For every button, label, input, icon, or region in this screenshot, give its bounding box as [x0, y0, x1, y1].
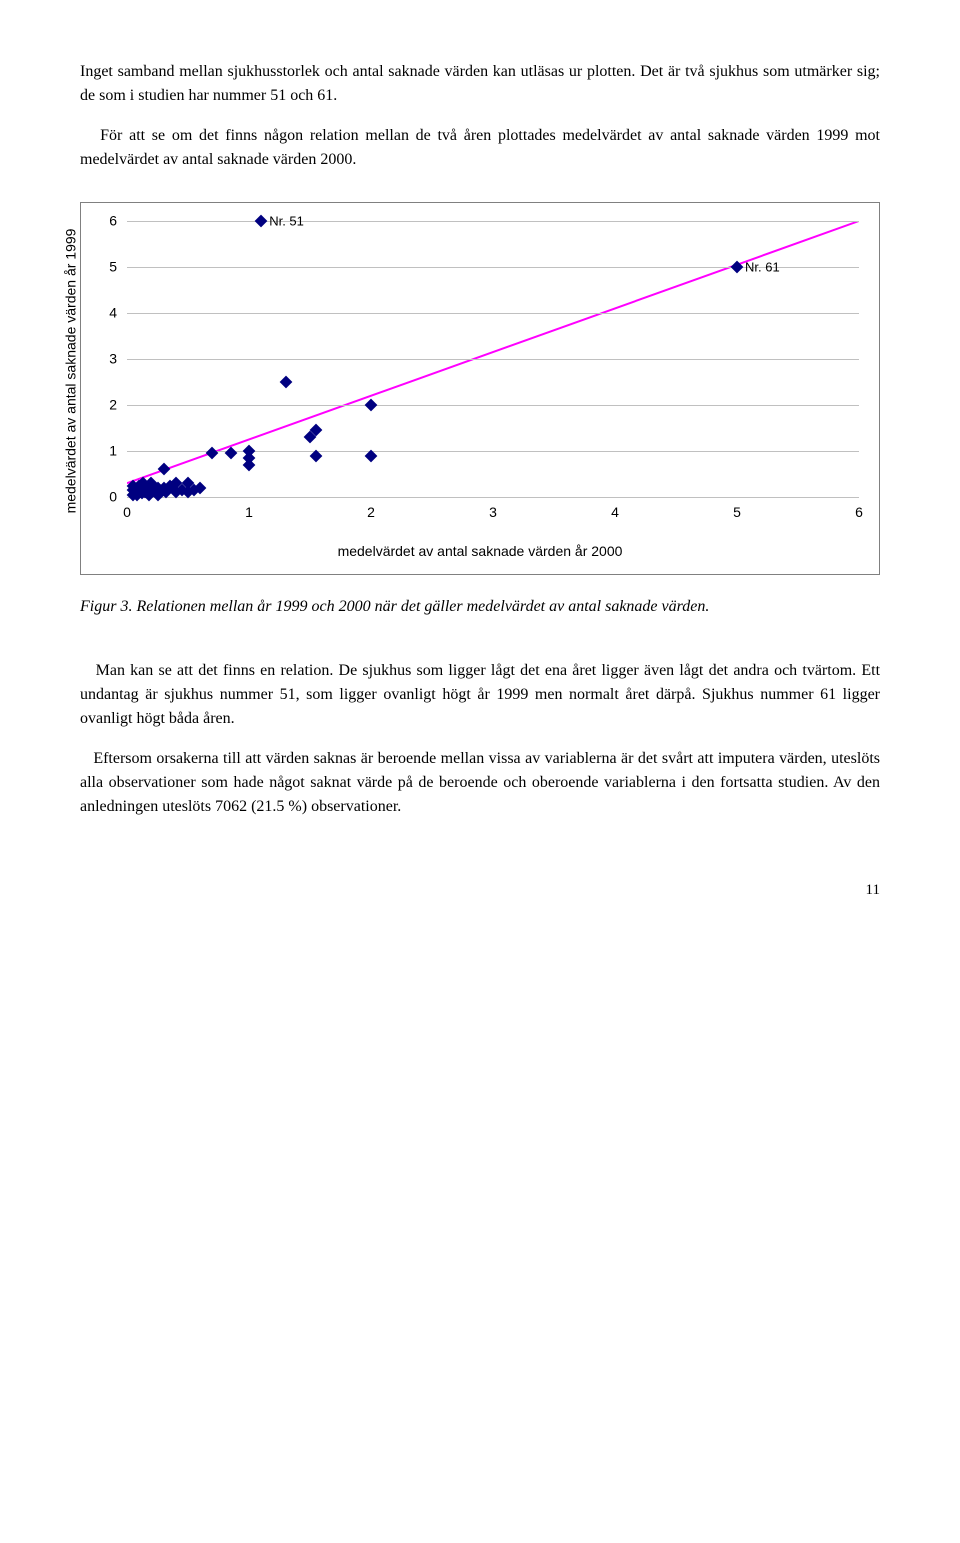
x-tick-label: 6 [855, 502, 863, 523]
gridline [127, 313, 859, 314]
x-tick-label: 5 [733, 502, 741, 523]
page-number: 11 [80, 879, 880, 902]
y-tick-label: 3 [99, 349, 117, 370]
x-tick-label: 1 [245, 502, 253, 523]
scatter-chart: medelvärdet av antal saknade värden år 1… [99, 221, 859, 521]
d2-text: Eftersom orsakerna till att värden sakna… [80, 750, 880, 815]
y-tick-label: 5 [99, 257, 117, 278]
x-tick-label: 2 [367, 502, 375, 523]
y-tick-label: 2 [99, 395, 117, 416]
y-tick-label: 1 [99, 441, 117, 462]
intro-paragraph: Inget samband mellan sjukhusstorlek och … [80, 60, 880, 108]
x-axis-title: medelvärdet av antal saknade värden år 2… [99, 541, 861, 562]
gridline [127, 221, 859, 222]
gridline [127, 497, 859, 498]
point-label: Nr. 51 [269, 211, 304, 231]
chart-container: medelvärdet av antal saknade värden år 1… [80, 202, 880, 575]
method-paragraph: För att se om det finns någon relation m… [80, 124, 880, 172]
discussion-paragraph-2: Eftersom orsakerna till att värden sakna… [80, 747, 880, 819]
discussion-paragraph-1: Man kan se att det finns en relation. De… [80, 659, 880, 731]
d1-text: Man kan se att det finns en relation. De… [80, 662, 880, 727]
method-text: För att se om det finns någon relation m… [80, 127, 880, 168]
plot-area: Nr. 51Nr. 61 [127, 221, 859, 497]
x-tick-label: 0 [123, 502, 131, 523]
gridline [127, 359, 859, 360]
y-tick-label: 0 [99, 487, 117, 508]
x-tick-label: 3 [489, 502, 497, 523]
y-tick-label: 4 [99, 303, 117, 324]
x-tick-label: 4 [611, 502, 619, 523]
figure-caption: Figur 3. Relationen mellan år 1999 och 2… [80, 595, 880, 619]
point-label: Nr. 61 [745, 257, 780, 277]
y-axis-title: medelvärdet av antal saknade värden år 1… [61, 229, 82, 514]
y-tick-label: 6 [99, 211, 117, 232]
gridline [127, 405, 859, 406]
